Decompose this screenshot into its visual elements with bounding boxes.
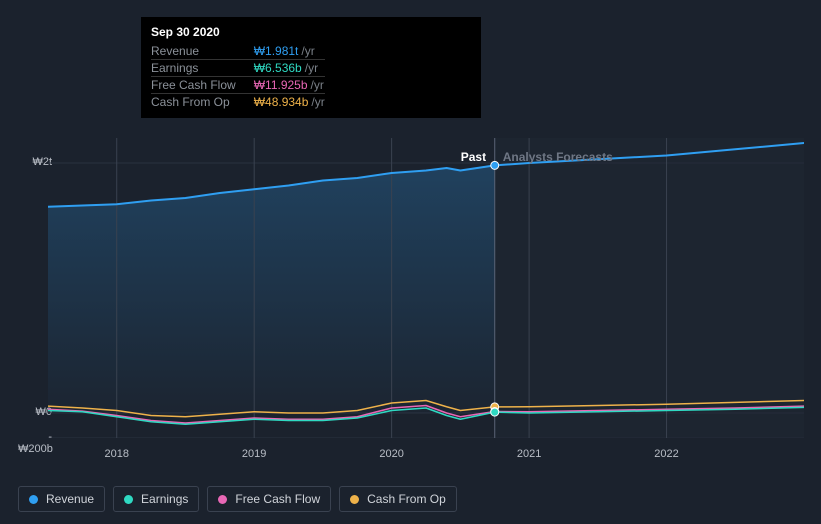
tooltip-date: Sep 30 2020 — [151, 25, 471, 39]
y-tick-label: ₩0 — [18, 406, 52, 418]
section-label-future: Analysts Forecasts — [503, 150, 613, 164]
legend-item-earnings[interactable]: Earnings — [113, 486, 199, 512]
chart-legend: Revenue Earnings Free Cash Flow Cash From O… — [18, 486, 457, 512]
tooltip-table: Revenue₩1.981t/yrEarnings₩6.536b/yrFree … — [151, 43, 325, 110]
chart-container: Sep 30 2020 Revenue₩1.981t/yrEarnings₩6.… — [0, 0, 821, 524]
tooltip-row-label: Cash From Op — [151, 94, 254, 111]
legend-swatch — [29, 495, 38, 504]
chart-svg[interactable] — [48, 138, 804, 438]
tooltip-row-value: ₩6.536b/yr — [254, 60, 325, 77]
y-tick-label: ₩2t — [18, 156, 52, 168]
tooltip-row-label: Earnings — [151, 60, 254, 77]
legend-swatch — [218, 495, 227, 504]
x-tick-label: 2020 — [379, 448, 403, 460]
legend-label: Cash From Op — [367, 492, 446, 506]
tooltip-row-value: ₩1.981t/yr — [254, 43, 325, 60]
tooltip-row-value: ₩48.934b/yr — [254, 94, 325, 111]
legend-item-free-cash-flow[interactable]: Free Cash Flow — [207, 486, 331, 512]
tooltip-row: Earnings₩6.536b/yr — [151, 60, 325, 77]
tooltip-row: Revenue₩1.981t/yr — [151, 43, 325, 60]
chart-area: ₩2t ₩0 -₩200b Past Analysts Forecasts 2018… — [18, 122, 804, 472]
legend-swatch — [124, 495, 133, 504]
x-tick-label: 2022 — [654, 448, 678, 460]
tooltip-row-label: Free Cash Flow — [151, 77, 254, 94]
tooltip-row-label: Revenue — [151, 43, 254, 60]
legend-item-revenue[interactable]: Revenue — [18, 486, 105, 512]
x-tick-label: 2021 — [517, 448, 541, 460]
tooltip-row: Free Cash Flow₩11.925b/yr — [151, 77, 325, 94]
x-tick-label: 2019 — [242, 448, 266, 460]
tooltip-row: Cash From Op₩48.934b/yr — [151, 94, 325, 111]
x-tick-label: 2018 — [104, 448, 128, 460]
section-label-past: Past — [461, 150, 486, 164]
legend-label: Earnings — [141, 492, 188, 506]
chart-tooltip: Sep 30 2020 Revenue₩1.981t/yrEarnings₩6.… — [141, 17, 481, 118]
y-tick-label: -₩200b — [18, 431, 52, 455]
legend-item-cash-from-op[interactable]: Cash From Op — [339, 486, 457, 512]
legend-label: Revenue — [46, 492, 94, 506]
legend-swatch — [350, 495, 359, 504]
tooltip-row-value: ₩11.925b/yr — [254, 77, 325, 94]
legend-label: Free Cash Flow — [235, 492, 320, 506]
